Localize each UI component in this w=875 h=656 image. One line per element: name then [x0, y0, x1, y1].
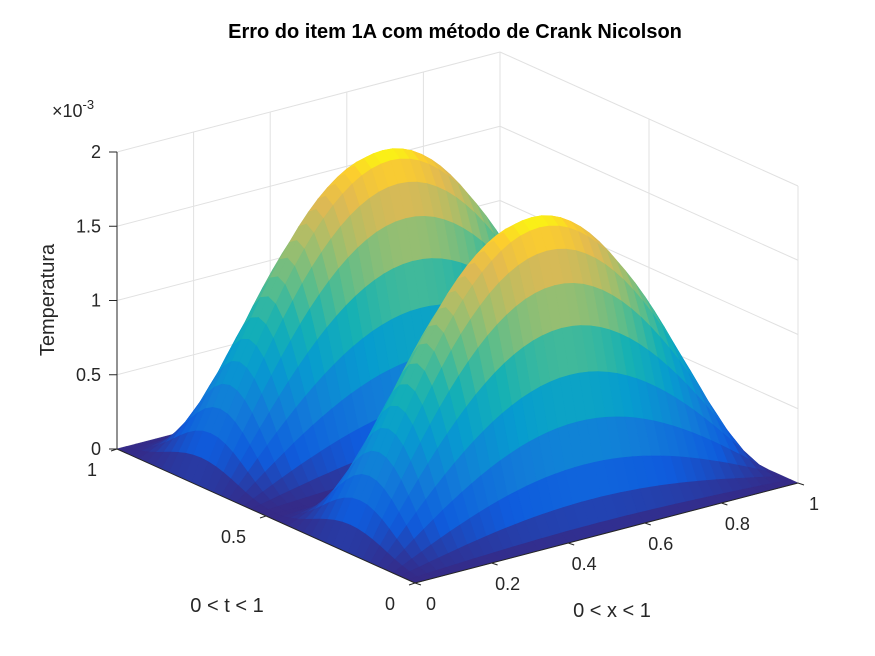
z-axis-label: Temperatura	[37, 243, 59, 356]
surface-mesh	[116, 148, 799, 584]
grid-line	[116, 125, 501, 227]
chart-title: Erro do item 1A com método de Crank Nico…	[228, 21, 682, 43]
grid-line	[116, 51, 501, 153]
x-tick-label: 0	[426, 594, 436, 614]
t-tick-label: 0	[385, 594, 395, 614]
x-tick-label: 1	[809, 494, 819, 514]
x-tick-mark	[414, 582, 422, 586]
x-tick-mark	[797, 482, 805, 486]
z-tick-label: 1.5	[76, 216, 101, 236]
z-tick-label: 1	[91, 291, 101, 311]
x-tick-mark	[644, 522, 651, 526]
t-tick-label: 1	[87, 460, 97, 480]
t-axis-label: 0 < t < 1	[190, 595, 263, 617]
z-tick-label: 0	[91, 439, 101, 459]
z-exponent-label: ×10-3	[52, 97, 94, 121]
x-tick-label: 0.6	[648, 534, 673, 554]
t-tick-label: 0.5	[221, 527, 246, 547]
z-tick-label: 2	[91, 142, 101, 162]
x-tick-label: 0.8	[725, 514, 750, 534]
x-tick-mark	[491, 562, 498, 566]
x-tick-mark	[568, 542, 575, 546]
z-tick-label: 0.5	[76, 365, 101, 385]
t-tick-mark	[259, 515, 267, 519]
x-tick-mark	[721, 502, 728, 506]
z-exponent-power: -3	[83, 97, 95, 112]
x-axis-label: 0 < x < 1	[573, 600, 651, 622]
x-axis-line	[414, 482, 799, 584]
axes-lines	[109, 151, 805, 586]
t-tick-mark	[408, 582, 416, 586]
x-tick-label: 0.4	[572, 554, 597, 574]
x-tick-label: 0.2	[495, 574, 520, 594]
